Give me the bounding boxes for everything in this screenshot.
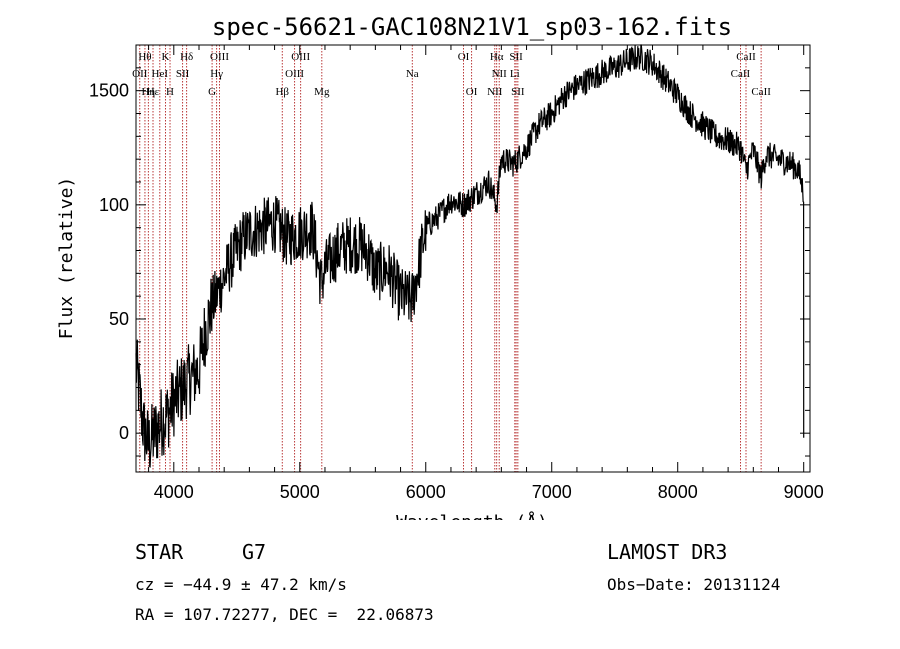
plot-frame: [135, 44, 811, 473]
object-class: STAR: [135, 540, 184, 564]
line-label-hθ: Hθ: [138, 51, 151, 63]
line-label-hα: Hα: [490, 51, 504, 63]
x-tick-label: 4000: [154, 482, 194, 502]
line-label-mg: Mg: [314, 86, 330, 98]
line-label-h: H: [166, 86, 174, 98]
observation-date: Obs−Date: 20131124: [607, 575, 781, 594]
line-label-hη: Hη: [141, 86, 155, 98]
redshift-velocity: cz = −44.9 ± 47.2 km/s: [135, 575, 347, 594]
x-tick-label: 5000: [280, 482, 320, 502]
spectrum-chart: spec-56621-GAC108N21V1_sp03-162.fits 400…: [56, 13, 824, 520]
line-label-k: K: [162, 51, 170, 63]
coordinates: RA = 107.72277, DEC = 22.06873: [135, 605, 434, 624]
line-label-oiii: OIII: [285, 68, 304, 80]
line-label-hε: Hε: [147, 86, 160, 98]
x-axis-label: Wavelength (Å): [396, 511, 548, 520]
line-label-hδ: Hδ: [180, 51, 193, 63]
line-label-oiii: OIII: [210, 51, 229, 63]
line-label-hei: HeI: [152, 68, 169, 80]
line-label-na: Na: [406, 68, 419, 80]
spectrum-series-line: [135, 44, 805, 468]
line-label-caii: CaII: [736, 51, 756, 63]
x-tick-label: 7000: [532, 482, 572, 502]
survey-name: LAMOST DR3: [607, 540, 728, 564]
line-label-caii: CaII: [731, 68, 751, 80]
line-label-sii: SII: [509, 51, 523, 63]
line-label-oii: OII: [132, 68, 148, 80]
y-tick-label: 100: [99, 195, 129, 215]
line-label-hγ: Hγ: [210, 68, 223, 80]
line-label-nii: NII: [487, 86, 503, 98]
x-tick-label: 9000: [784, 482, 824, 502]
line-label-g: G: [208, 86, 216, 98]
chart-title: spec-56621-GAC108N21V1_sp03-162.fits: [212, 13, 732, 41]
line-label-li: Li: [510, 68, 520, 80]
line-label-sii: SII: [176, 68, 190, 80]
line-label-hβ: Hβ: [275, 86, 289, 98]
line-label-oiii: OIII: [291, 51, 310, 63]
line-label-oi: OI: [466, 86, 478, 98]
spectral-line-labels: OIIHθHηHεHeIKHSIIHδGHγOIIIHβOIIIOIIIMgNa…: [132, 51, 771, 98]
line-label-oi: OI: [458, 51, 470, 63]
y-tick-label: 0: [119, 423, 129, 443]
line-label-caii: CaII: [751, 86, 771, 98]
x-tick-label: 8000: [658, 482, 698, 502]
axis-ticks: 4000 5000 6000 7000 8000 9000 0 50 100 1500: [89, 45, 824, 502]
x-tick-label: 6000: [406, 482, 446, 502]
line-label-nii: NII: [492, 68, 508, 80]
y-tick-label: 1500: [89, 81, 129, 101]
y-tick-label: 50: [109, 309, 129, 329]
object-subclass: G7: [242, 540, 267, 564]
y-axis-label: Flux (relative): [56, 177, 77, 340]
line-label-sii: SII: [511, 86, 525, 98]
